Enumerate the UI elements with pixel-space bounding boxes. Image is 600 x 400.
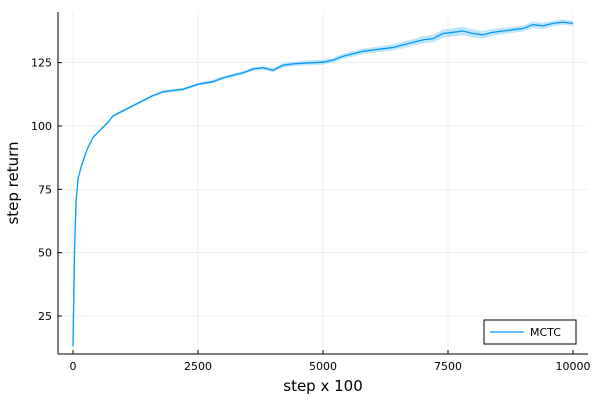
y-tick-label: 125 xyxy=(31,57,52,70)
legend-label-mctc: MCTC xyxy=(530,326,561,339)
x-axis-label: step x 100 xyxy=(283,377,363,395)
series-line-mctc xyxy=(72,21,574,347)
legend: MCTC xyxy=(483,319,577,345)
y-tick-label: 100 xyxy=(31,120,52,133)
y-axis-label: step return xyxy=(4,141,22,224)
x-tick-label: 0 xyxy=(70,360,77,373)
series-layer xyxy=(72,19,574,348)
y-tick-label: 50 xyxy=(38,247,52,260)
x-tick-label: 10000 xyxy=(556,360,591,373)
x-gridlines xyxy=(72,12,574,354)
y-tick-label: 25 xyxy=(38,310,52,323)
x-tick-label: 2500 xyxy=(184,360,212,373)
y-ticks: 25 50 75 100 125 xyxy=(31,57,62,323)
y-tick-label: 75 xyxy=(38,183,52,196)
x-ticks: 0 2500 5000 7500 10000 xyxy=(70,350,591,373)
x-tick-label: 5000 xyxy=(309,360,337,373)
x-tick-label: 7500 xyxy=(434,360,462,373)
y-gridlines xyxy=(58,62,588,317)
